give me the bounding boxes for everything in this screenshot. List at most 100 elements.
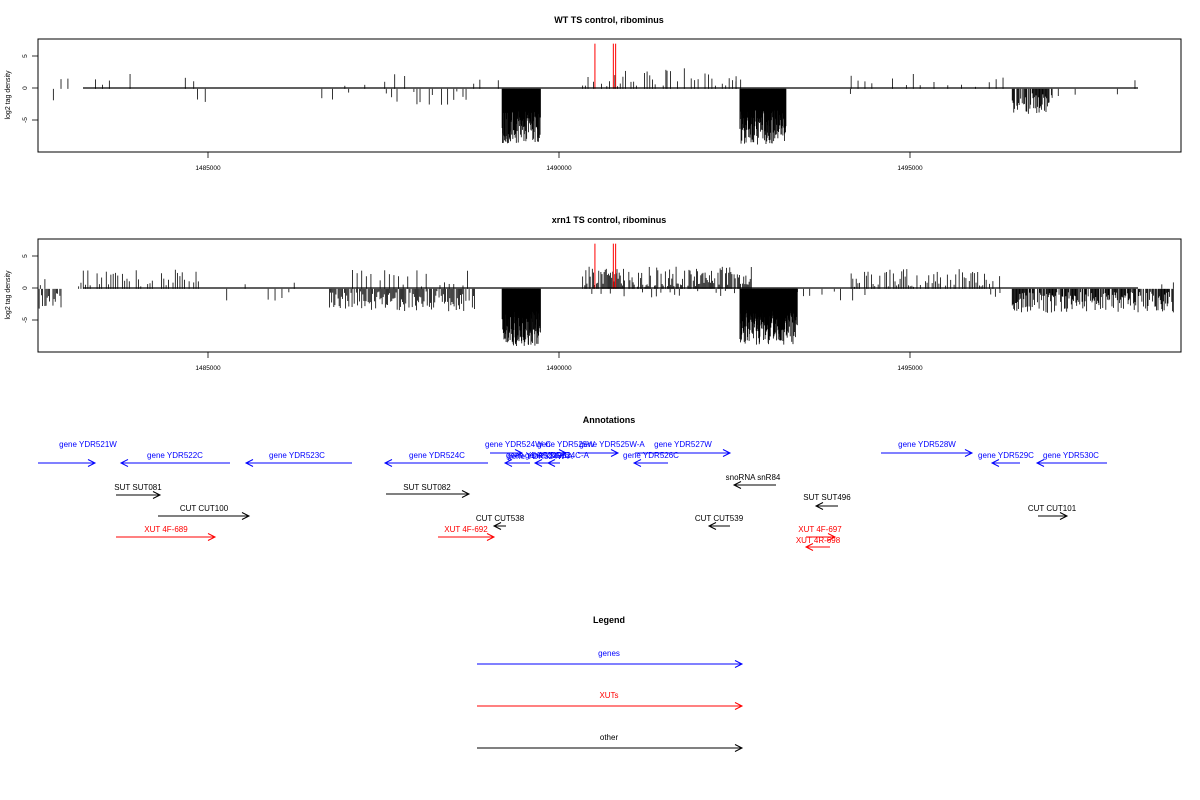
feature-label: SUT SUT081 (114, 483, 162, 492)
legend-item: genes (477, 649, 744, 668)
feature-label: XUT 4R-698 (796, 536, 841, 545)
annotation-feature: gene YDR529C (978, 451, 1034, 467)
feature-label: XUT 4F-697 (798, 525, 842, 534)
feature-label: CUT CUT539 (695, 514, 744, 523)
panel-title: WT TS control, ribominus (554, 15, 664, 25)
annotation-feature: gene YDR528W (881, 440, 974, 457)
arrow-head-icon (152, 491, 162, 499)
feature-label: gene YDR525W-A (579, 440, 645, 449)
feature-label: CUT CUT100 (180, 504, 229, 513)
feature-label: gene YDR522C (147, 451, 203, 460)
annotation-feature: CUT CUT539 (695, 514, 744, 530)
feature-label: SUT SUT496 (803, 493, 851, 502)
annotation-feature: gene YDR521W (38, 440, 117, 467)
x-tick-label: 1495000 (897, 365, 923, 372)
annotation-feature: gene YDR525W-A (578, 440, 645, 457)
feature-label: gene YDR529C (978, 451, 1034, 460)
feature-label: gene YDR528W (898, 440, 956, 449)
feature-label: CUT CUT101 (1028, 504, 1077, 513)
feature-label: gene YDR525W (537, 440, 595, 449)
legend-label: XUTs (599, 691, 618, 700)
annotation-feature: gene YDR524W-A (507, 452, 573, 467)
arrow-head-icon (734, 660, 744, 668)
y-axis: 5 0 -5 (22, 254, 39, 323)
annotation-feature: gene YDR524C-B (503, 451, 570, 467)
arrow-head-icon (558, 449, 568, 457)
annotation-feature: gene YDR524C (383, 451, 488, 467)
annotation-feature: gene YDR524C-A (525, 451, 590, 467)
panel-xrn1-ts-control: xrn1 TS control, ribominus log2 tag dens… (5, 215, 1182, 372)
arrow-head-icon (533, 459, 543, 467)
y-axis: 5 0 -5 (22, 54, 39, 123)
arrow-head-icon (814, 502, 824, 510)
arrow-head-icon (383, 459, 393, 467)
legend-label: other (600, 733, 619, 742)
annotation-feature: gene YDR525W (537, 440, 595, 457)
arrow-head-icon (1035, 459, 1045, 467)
arrow-head-icon (964, 449, 974, 457)
feature-label: XUT 4F-692 (444, 525, 488, 534)
density-bars (52, 43, 1136, 145)
x-tick-label: 1490000 (546, 165, 572, 172)
legend-item: XUTs (477, 691, 744, 710)
plot-frame (37, 238, 1182, 353)
annotation-feature: SUT SUT082 (386, 483, 471, 498)
legend-items: genes XUTs other (477, 649, 744, 752)
arrow-head-icon (87, 459, 97, 467)
arrow-head-icon (486, 533, 496, 541)
arrow-head-icon (990, 459, 1000, 467)
arrow-head-icon (610, 449, 620, 457)
x-axis: 1485000 1490000 1495000 (195, 351, 923, 372)
feature-label: gene YDR527W (654, 440, 712, 449)
annotation-feature: gene YDR530C (1035, 451, 1107, 467)
annotation-feature: gene YDR526C (623, 451, 679, 467)
arrow-head-icon (1059, 512, 1069, 520)
feature-label: gene YDR524W-C (485, 440, 551, 449)
plot-frame (37, 38, 1182, 153)
annotation-feature: CUT CUT100 (158, 504, 251, 520)
annotation-feature: snoRNA snR84 (726, 473, 781, 489)
arrow-head-icon (461, 490, 471, 498)
annotation-feature: CUT CUT538 (476, 514, 525, 530)
y-tick-label: 0 (22, 286, 29, 290)
feature-label: gene YDR524C-A (525, 451, 590, 460)
legend: Legend genes XUTs other (477, 615, 744, 752)
feature-label: gene YDR526C (623, 451, 679, 460)
y-axis-label: log2 tag density (5, 70, 12, 120)
feature-label: CUT CUT538 (476, 514, 525, 523)
arrow-head-icon (514, 449, 524, 457)
feature-label: XUT 4F-689 (144, 525, 188, 534)
y-tick-label: -5 (22, 317, 29, 323)
legend-title: Legend (593, 615, 625, 625)
y-tick-label: -5 (22, 117, 29, 123)
annotation-feature: XUT 4F-697 (798, 525, 842, 541)
feature-label: gene YDR521W (59, 440, 117, 449)
x-tick-label: 1495000 (897, 165, 923, 172)
annotation-feature: gene YDR524W-C (485, 440, 551, 457)
annotation-feature: XUT 4F-689 (116, 525, 217, 541)
feature-label: gene YDR523C (269, 451, 325, 460)
arrow-head-icon (734, 702, 744, 710)
arrow-head-icon (241, 512, 251, 520)
feature-label: gene YDR524C (409, 451, 465, 460)
feature-label: SUT SUT082 (403, 483, 451, 492)
legend-item: other (477, 733, 744, 752)
arrow-head-icon (119, 459, 129, 467)
arrow-head-icon (503, 459, 513, 467)
arrow-head-icon (207, 533, 217, 541)
arrow-head-icon (546, 459, 556, 467)
annotations-track: Annotations gene YDR521W gene YDR522C gene… (38, 415, 1107, 551)
annotation-feature: SUT SUT081 (114, 483, 162, 499)
arrow-head-icon (722, 449, 732, 457)
feature-label: gene YDR524C-B (506, 451, 570, 460)
x-tick-label: 1485000 (195, 165, 221, 172)
y-tick-label: 5 (22, 254, 29, 258)
annotation-feature: gene YDR527W (635, 440, 732, 457)
feature-label: gene YDR530C (1043, 451, 1099, 460)
arrow-head-icon (707, 522, 717, 530)
arrow-head-icon (632, 459, 642, 467)
arrow-head-icon (732, 481, 742, 489)
panel-wt-ts-control: WT TS control, ribominus log2 tag densit… (5, 15, 1182, 172)
annotations-title: Annotations (583, 415, 636, 425)
